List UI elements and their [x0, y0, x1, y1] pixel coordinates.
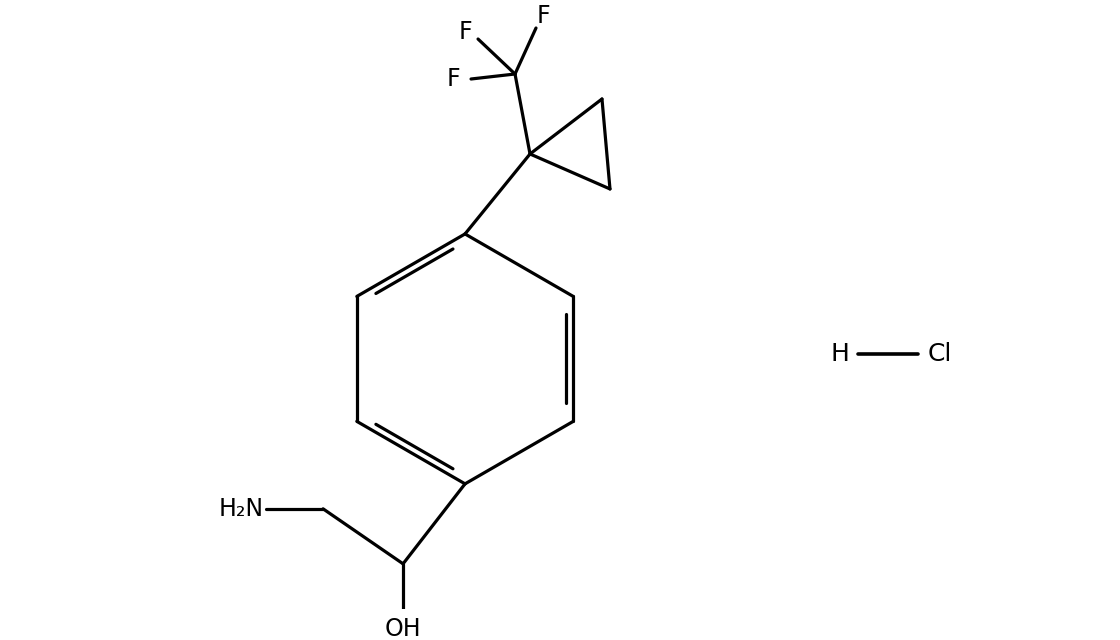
Text: OH: OH: [385, 617, 421, 640]
Text: H₂N: H₂N: [218, 497, 263, 521]
Text: H: H: [830, 342, 849, 366]
Text: F: F: [536, 4, 550, 28]
Text: F: F: [446, 67, 460, 91]
Text: Cl: Cl: [927, 342, 952, 366]
Text: F: F: [458, 20, 472, 44]
